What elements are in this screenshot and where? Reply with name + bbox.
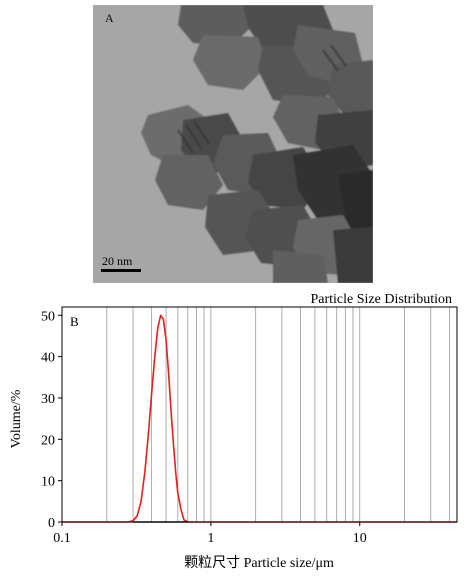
tick-layer: 0 10 20 30 40 50 0.1 1 10 <box>41 309 367 546</box>
y-tick-label: 40 <box>41 351 55 366</box>
panel-b-label: B <box>70 314 79 329</box>
y-tick-label: 20 <box>41 433 55 448</box>
y-tick-label: 50 <box>41 309 55 324</box>
scale-bar <box>101 269 141 272</box>
y-tick-label: 10 <box>41 475 55 490</box>
x-axis-label: 颗粒尺寸 Particle size/μm <box>184 555 334 571</box>
x-tick-label: 10 <box>353 531 367 546</box>
x-tick-label: 0.1 <box>53 531 71 546</box>
nanoparticle-cluster <box>141 5 373 283</box>
chart-svg: 0 10 20 30 40 50 0.1 1 10 Particle Size Distribu… <box>9 292 458 571</box>
plot-frame <box>61 306 458 523</box>
y-tick-label: 30 <box>41 392 55 407</box>
scale-bar-label: 20 nm <box>102 254 133 268</box>
y-tick-label: 0 <box>48 516 55 531</box>
series-line <box>62 314 457 523</box>
tem-image: A 20 nm <box>93 5 373 283</box>
tem-micrograph: A 20 nm <box>93 5 373 283</box>
x-tick-label: 1 <box>207 531 214 546</box>
grid-layer <box>106 307 450 522</box>
panel-a-label: A <box>105 11 114 25</box>
chart-title: Particle Size Distribution <box>310 292 452 307</box>
size-distribution-chart: 0 10 20 30 40 50 0.1 1 10 Particle Size Distribu… <box>0 286 472 580</box>
series-layer <box>62 314 457 523</box>
y-axis-label: Volume/% <box>9 389 24 448</box>
